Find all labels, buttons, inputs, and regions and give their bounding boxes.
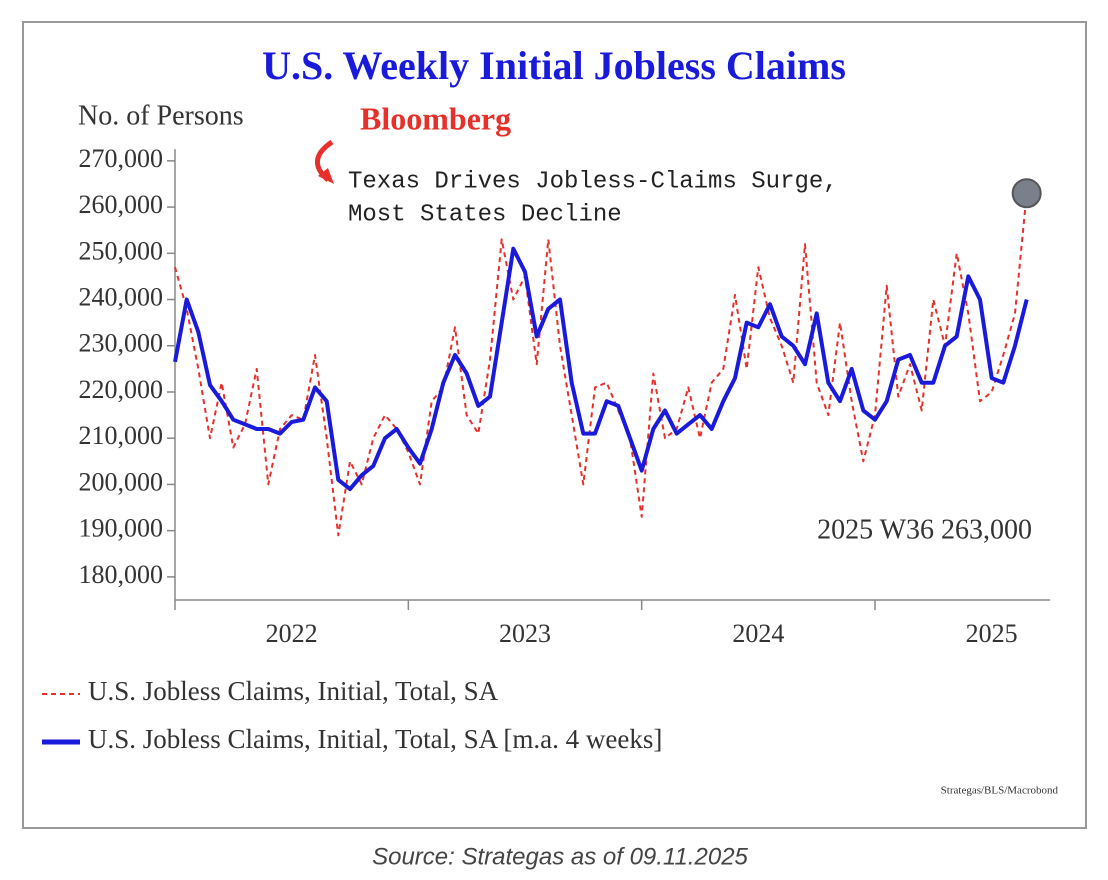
y-tick-label: 230,000: [79, 329, 164, 358]
caption: Source: Strategas as of 09.11.2025: [372, 843, 748, 870]
frame: [22, 21, 1087, 829]
chart-title: U.S. Weekly Initial Jobless Claims: [262, 43, 846, 88]
y-tick-label: 240,000: [79, 283, 164, 312]
headline: Texas Drives Jobless-Claims Surge,: [348, 168, 838, 195]
y-tick-label: 250,000: [79, 236, 164, 265]
x-tick-label: 2025: [966, 619, 1018, 648]
y-tick-label: 260,000: [79, 190, 164, 219]
series-line: [173, 246, 1029, 492]
legend-label: U.S. Jobless Claims, Initial, Total, SA …: [88, 724, 662, 754]
x-tick-label: 2022: [266, 619, 318, 648]
source-note: Strategas/BLS/Macrobond: [941, 785, 1059, 797]
last-point-marker: [1011, 178, 1042, 209]
y-axis-label: No. of Persons: [78, 100, 244, 131]
annotation: 2025 W36 263,000: [817, 514, 1032, 545]
y-tick-label: 210,000: [79, 421, 164, 450]
legend-label: U.S. Jobless Claims, Initial, Total, SA: [88, 676, 499, 706]
headline: Most States Decline: [348, 201, 622, 228]
y-tick-label: 200,000: [79, 467, 164, 496]
brand: Bloomberg: [360, 100, 511, 136]
y-tick-label: 220,000: [79, 375, 164, 404]
arrow-head: [318, 168, 334, 184]
x-tick-label: 2024: [732, 619, 784, 648]
y-tick-label: 180,000: [79, 560, 164, 589]
x-tick-label: 2023: [499, 619, 551, 648]
series-line: [174, 193, 1028, 537]
y-tick-label: 190,000: [79, 514, 164, 543]
y-tick-label: 270,000: [79, 144, 164, 173]
